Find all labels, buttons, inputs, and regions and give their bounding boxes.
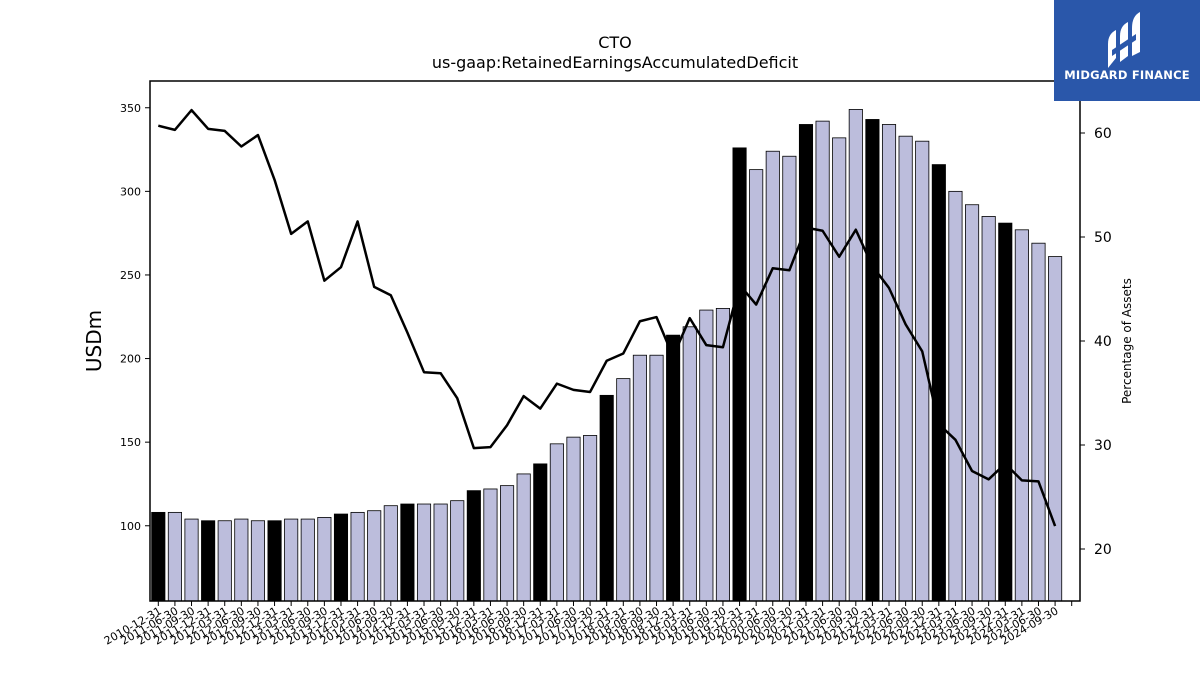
axes: 10015020025030035020304050602010-12-3120… xyxy=(102,80,1112,648)
y2-axis-label: Percentage of Assets xyxy=(1120,278,1134,404)
y-tick-label: 250 xyxy=(120,269,141,282)
bar-2019-03-31 xyxy=(699,309,714,602)
bar-2011-09-30 xyxy=(201,520,216,602)
bar-2012-06-30 xyxy=(250,520,265,602)
y-tick-label: 350 xyxy=(120,102,141,115)
bar-2020-09-30 xyxy=(798,124,814,602)
bar-2012-03-31 xyxy=(234,518,249,602)
bar-2013-03-31 xyxy=(300,518,315,602)
y2-tick-label: 30 xyxy=(1094,438,1112,454)
bar-2012-09-30 xyxy=(267,520,282,602)
y-tick-label: 300 xyxy=(120,185,141,198)
bar-2024-03-31 xyxy=(1031,242,1046,602)
bar-2021-03-31 xyxy=(832,137,847,602)
bar-series xyxy=(151,109,1063,602)
y2-tick-label: 20 xyxy=(1094,542,1112,558)
bar-2023-06-30 xyxy=(981,216,996,602)
bar-2017-06-30 xyxy=(583,435,598,602)
chart-title: CTO xyxy=(598,33,632,52)
y2-tick-label: 50 xyxy=(1094,230,1112,246)
bar-2017-09-30 xyxy=(599,394,614,602)
bar-2011-03-31 xyxy=(167,511,182,602)
chart-subtitle: us-gaap:RetainedEarningsAccumulatedDefic… xyxy=(432,53,798,72)
bar-2018-03-31 xyxy=(632,354,647,602)
bar-2013-09-30 xyxy=(333,513,349,602)
bar-2018-06-30 xyxy=(649,354,664,602)
bar-2010-12-31 xyxy=(151,511,166,602)
bar-2020-03-31 xyxy=(765,150,780,602)
bar-2018-12-31 xyxy=(682,326,697,602)
bar-2014-03-31 xyxy=(367,510,382,602)
bar-2011-06-30 xyxy=(184,518,199,602)
bar-2016-09-30 xyxy=(533,463,548,602)
bar-2014-06-30 xyxy=(383,505,398,602)
bar-2014-09-30 xyxy=(400,503,415,602)
bar-2016-12-31 xyxy=(549,443,564,602)
bar-2013-12-31 xyxy=(350,511,365,602)
bar-2022-09-30 xyxy=(931,164,946,602)
bar-2015-03-31 xyxy=(433,503,448,602)
bar-2020-12-31 xyxy=(815,120,830,602)
bar-2016-06-30 xyxy=(516,473,531,602)
bar-2024-06-30 xyxy=(1048,256,1063,602)
bar-2019-09-30 xyxy=(732,147,747,602)
bar-2019-06-30 xyxy=(715,307,730,602)
bar-2021-06-30 xyxy=(848,109,863,602)
y2-tick-label: 40 xyxy=(1094,334,1112,350)
bar-2019-12-31 xyxy=(749,169,764,602)
bar-2022-12-31 xyxy=(948,190,963,602)
bar-2022-03-31 xyxy=(898,135,913,602)
bar-2017-03-31 xyxy=(566,436,581,602)
y-tick-label: 200 xyxy=(120,353,141,366)
bar-2013-06-30 xyxy=(317,517,332,602)
bar-2018-09-30 xyxy=(666,334,681,602)
percentage-line xyxy=(157,108,1057,527)
bar-2015-12-31 xyxy=(483,488,498,602)
bar-2017-12-31 xyxy=(616,378,631,602)
bar-2023-09-30 xyxy=(998,222,1013,602)
y2-tick-label: 60 xyxy=(1094,126,1112,142)
bar-2021-12-31 xyxy=(881,124,897,602)
midgard-logo-icon xyxy=(1108,12,1140,68)
midgard-finance-logo: MIDGARD FINANCE xyxy=(1054,0,1200,101)
bar-2020-06-30 xyxy=(782,155,797,602)
bar-2023-03-31 xyxy=(965,204,980,602)
line-series xyxy=(157,108,1057,527)
logo-text: MIDGARD FINANCE xyxy=(1064,68,1190,82)
bar-2015-09-30 xyxy=(466,490,481,602)
y-tick-label: 150 xyxy=(120,436,141,449)
bar-2011-12-31 xyxy=(217,520,232,602)
bar-2015-06-30 xyxy=(450,500,465,602)
y-tick-label: 100 xyxy=(120,520,141,533)
bar-2016-03-31 xyxy=(500,485,515,602)
bar-2023-12-31 xyxy=(1014,229,1029,602)
bar-2021-09-30 xyxy=(865,119,880,602)
y-axis-label: USDm xyxy=(82,310,106,372)
bar-2012-12-31 xyxy=(284,518,299,602)
bar-2014-12-31 xyxy=(416,503,432,602)
